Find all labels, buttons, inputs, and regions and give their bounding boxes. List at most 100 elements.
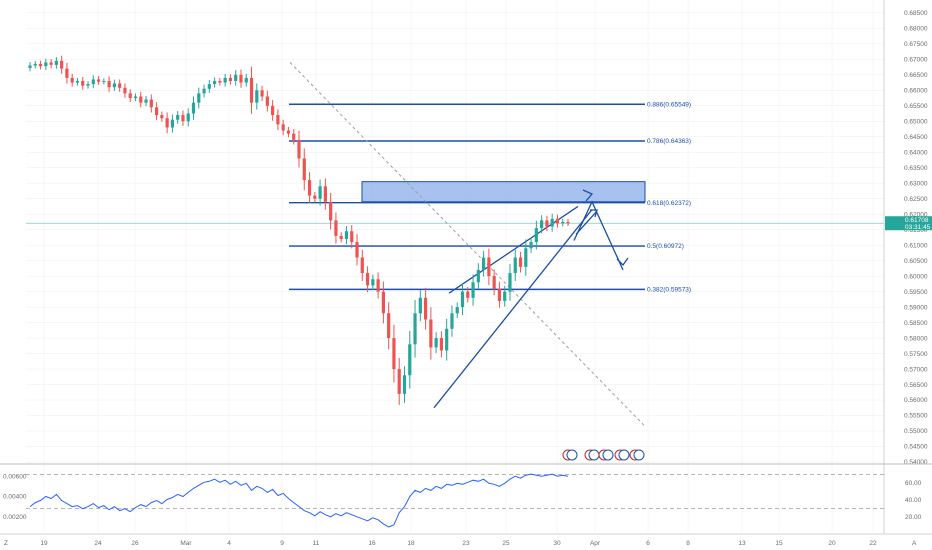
- candle-body: [197, 93, 201, 103]
- candle-body: [429, 319, 433, 348]
- candle-body: [323, 186, 327, 202]
- candle-body: [160, 115, 164, 119]
- timezone-label[interactable]: Z: [4, 540, 8, 547]
- candle-body: [154, 107, 159, 116]
- price-tick-label: 0.62500: [904, 196, 928, 203]
- candle-body: [344, 231, 349, 239]
- candles: [28, 55, 570, 406]
- candle-body: [281, 124, 285, 131]
- candle-body: [297, 139, 301, 159]
- price-tick-label: 0.63500: [904, 165, 928, 172]
- indicator-right-tick-label: 60.00: [905, 480, 922, 487]
- candle-body: [492, 276, 496, 289]
- candle-body: [223, 77, 227, 83]
- candle-body: [276, 115, 280, 125]
- candle-body: [112, 83, 116, 88]
- candle-body: [28, 65, 32, 68]
- candle-body: [144, 99, 148, 103]
- candle-body: [466, 291, 470, 298]
- fib-level-label: 0.618(0.62372): [647, 200, 691, 207]
- indicator-right-tick-label: 40.00: [905, 497, 922, 504]
- time-tick-label: 24: [94, 540, 102, 547]
- fib-level-label: 0.886(0.65549): [647, 101, 691, 108]
- candle-body: [334, 220, 338, 236]
- resistance-zone-box: [361, 181, 646, 203]
- price-tick-label: 0.54500: [904, 444, 928, 451]
- candle-body: [70, 77, 74, 83]
- candle-body: [60, 60, 64, 69]
- candle-body: [445, 328, 449, 351]
- time-tick-label: 4: [227, 540, 231, 547]
- candle-body: [402, 375, 407, 394]
- price-tick-label: 0.58000: [904, 335, 928, 342]
- candle-body: [133, 96, 138, 99]
- indicator-tick-label: 0.00600: [3, 473, 27, 480]
- candle-body: [75, 80, 80, 83]
- candle-body: [170, 119, 175, 128]
- candle-body: [413, 313, 417, 345]
- candle-body: [360, 257, 364, 274]
- price-tick-label: 0.65000: [904, 118, 928, 125]
- grid-lines: [26, 0, 884, 532]
- projection-path: [573, 200, 624, 271]
- candle-body: [191, 102, 196, 114]
- candle-body: [49, 62, 53, 65]
- current-price-label: 0.61708: [905, 217, 929, 224]
- indicator-pane: 0.00600 0.00400 0.00200 60.00 40.00 20.00: [0, 463, 932, 528]
- price-tick-label: 0.68000: [904, 26, 928, 33]
- candle-body: [387, 313, 391, 339]
- price-tick-label: 0.57500: [904, 351, 928, 358]
- time-tick-label: 22: [869, 540, 877, 547]
- candle-body: [128, 93, 132, 99]
- time-tick-label: Apr: [590, 540, 601, 547]
- event-flag-icon: [633, 449, 645, 461]
- price-tick-label: 0.66000: [904, 87, 928, 94]
- candle-body: [434, 338, 438, 348]
- price-tick-label: 0.63000: [904, 180, 928, 187]
- price-tick-label: 0.59000: [904, 304, 928, 311]
- candle-body: [371, 279, 375, 286]
- fibonacci-levels: 0.886(0.65549) 0.786(0.64363) 0.618(0.6237…: [289, 101, 691, 294]
- candle-body: [176, 115, 180, 120]
- price-tick-label: 0.59500: [904, 289, 928, 296]
- price-tick-label: 0.68500: [904, 10, 928, 17]
- candle-body: [244, 77, 248, 83]
- time-tick-label: 23: [462, 540, 470, 547]
- candle-body: [123, 87, 127, 94]
- candle-body: [476, 269, 480, 283]
- candle-body: [260, 90, 264, 97]
- candle-body: [207, 84, 211, 89]
- candle-body: [423, 297, 428, 320]
- time-tick-label: 15: [775, 540, 783, 547]
- time-tick-label: 16: [368, 540, 376, 547]
- price-tick-label: 0.64500: [904, 134, 928, 141]
- time-tick-label: 19: [40, 540, 48, 547]
- candle-body: [218, 80, 222, 83]
- auto-scale-button[interactable]: A: [912, 540, 917, 547]
- candle-body: [555, 218, 560, 224]
- price-tick-label: 0.56500: [904, 382, 928, 389]
- indicator-tick-label: 0.00200: [3, 514, 27, 521]
- candle-body: [460, 291, 465, 308]
- candle-body: [561, 221, 565, 224]
- candle-body: [487, 257, 491, 277]
- candle-body: [513, 257, 517, 274]
- time-tick-label: 20: [828, 540, 836, 547]
- candle-body: [524, 248, 528, 267]
- time-tick-label: 8: [686, 540, 690, 547]
- candle-body: [38, 63, 43, 67]
- price-tick-label: 0.57000: [904, 366, 928, 373]
- price-tick-label: 0.55500: [904, 413, 928, 420]
- fib-level-label: 0.382(0.59573): [647, 287, 691, 294]
- candle-body: [329, 201, 333, 221]
- time-tick-label: 13: [738, 540, 746, 547]
- price-axis[interactable]: 0.68500 0.68000 0.67500 0.67000 0.66500 0.660…: [883, 0, 932, 534]
- candle-body: [249, 77, 254, 103]
- price-tick-label: 0.58500: [904, 320, 928, 327]
- price-tick-label: 0.61000: [904, 242, 928, 249]
- candle-body: [102, 80, 106, 82]
- indicator-tick-label: 0.00400: [3, 494, 27, 501]
- event-flag-icon: [618, 449, 630, 461]
- time-axis[interactable]: 19 24 26 Mar 4 9 11 16 18 23 25 30 Apr 6 8 13 15 20 22: [0, 533, 932, 547]
